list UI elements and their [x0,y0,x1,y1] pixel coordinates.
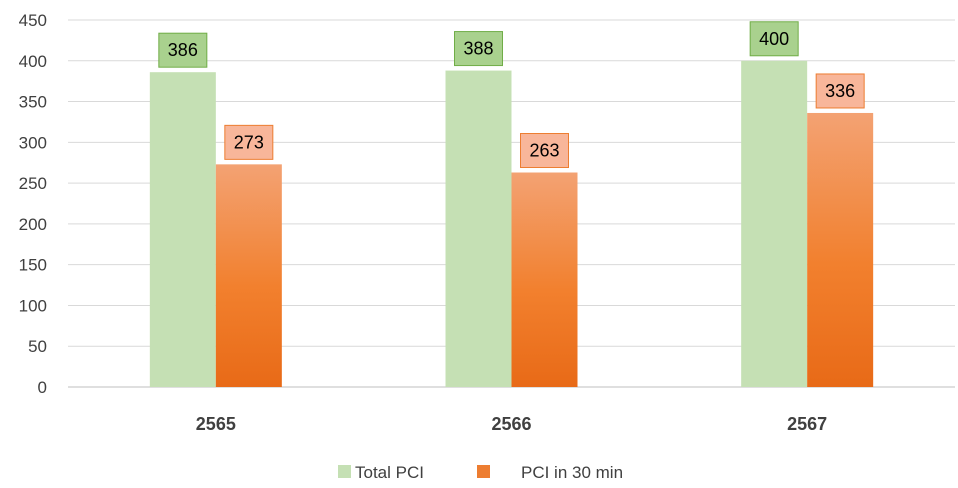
legend-label: Total PCI [355,463,424,482]
y-tick-label: 300 [19,133,47,152]
data-label: 263 [529,141,559,161]
data-label-box [224,124,274,160]
y-tick-label: 0 [38,378,47,397]
y-tick-label: 200 [19,215,47,234]
y-tick-label: 350 [19,93,47,112]
y-tick-label: 50 [28,337,47,356]
data-label: 273 [234,132,264,152]
bar-total-pci-2565 [149,72,216,387]
legend-swatch [477,465,490,478]
y-tick-label: 150 [19,256,47,275]
legend: Total PCI PCI in 30 min [338,463,623,482]
bar-pci-in-30-min-2565 [215,164,282,387]
legend-swatch [338,465,351,478]
bar-pci-in-30-min-2567 [807,112,874,388]
bars [149,60,874,388]
y-tick-label: 450 [19,11,47,30]
data-label-box [815,73,865,109]
x-tick-label: 2566 [491,414,531,434]
x-tick-label: 2567 [787,414,827,434]
data-label-box [158,32,208,68]
x-tick-label: 2565 [196,414,236,434]
data-label: 386 [168,40,198,60]
legend-label: PCI in 30 min [521,463,623,482]
bar-total-pci-2567 [741,60,808,388]
y-tick-label: 250 [19,174,47,193]
data-label: 400 [759,29,789,49]
data-label-box [454,31,503,67]
x-axis: 2565 2566 2567 [196,414,827,434]
data-label-box [749,21,799,57]
data-label: 388 [463,39,493,59]
y-tick-label: 400 [19,52,47,71]
data-labels: 386 273 388 263 400 336 [158,21,865,169]
y-axis: 0 50 100 150 200 250 300 350 400 450 [19,11,47,397]
bar-pci-in-30-min-2566 [511,172,578,387]
data-label: 336 [825,81,855,101]
y-tick-label: 100 [19,296,47,315]
bar-total-pci-2566 [445,70,512,387]
data-label-box [520,133,569,169]
